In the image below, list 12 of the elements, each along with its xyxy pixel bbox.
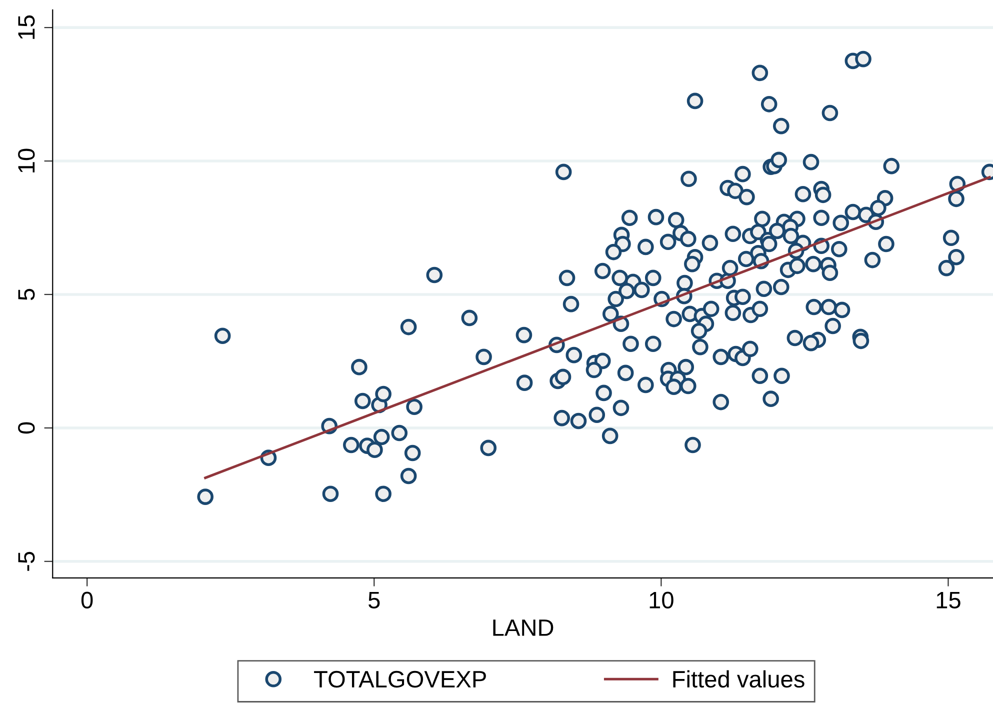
x-tick-label: 0 — [81, 592, 93, 608]
x-tick-label: 5 — [368, 592, 380, 608]
y-tick-label: 15 — [18, 15, 35, 39]
legend-label: TOTALGOVEXP — [314, 670, 486, 688]
x-tick-label: 10 — [650, 592, 674, 608]
y-tick-label: 5 — [18, 288, 35, 300]
y-tick-label: 10 — [18, 148, 35, 172]
y-tick-label: 0 — [18, 422, 35, 434]
x-tick-label: 15 — [936, 592, 960, 608]
legend-label: Fitted values — [673, 670, 804, 688]
y-tick-label: -5 — [18, 552, 35, 571]
x-axis-title: LAND — [493, 620, 554, 636]
